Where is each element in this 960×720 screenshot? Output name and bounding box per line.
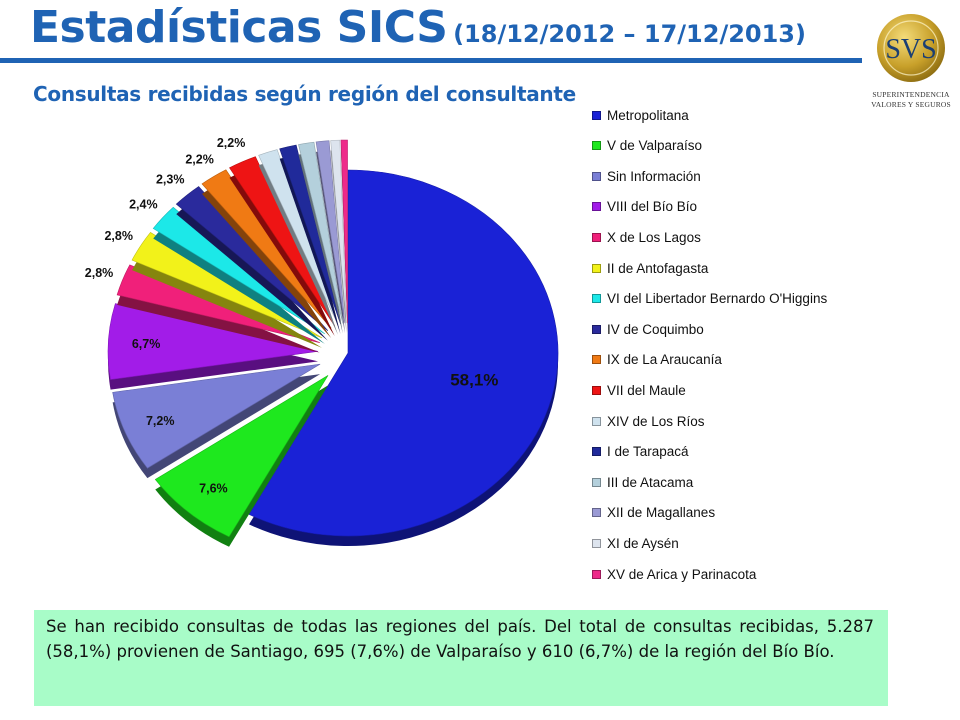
legend-label: XIV de Los Ríos [607,413,705,429]
page-title-text: Estadísticas SICS [30,2,448,53]
logo-line-1: SUPERINTENDENCIA [872,90,950,99]
legend-label: IX de La Araucanía [607,352,722,368]
legend-label: XI de Aysén [607,535,679,551]
legend-item-v-de-valparaiso: V de Valparaíso [592,136,702,156]
legend-swatch [592,355,601,365]
pie-label-iv-de-coquimbo: 2,3% [156,173,185,187]
legend-label: II de Antofagasta [607,260,709,276]
pie-slice-vii-del-maule [229,156,336,337]
pie-label-sin-informacion: 7,2% [146,414,175,428]
legend-swatch [592,141,601,151]
legend-swatch [592,416,601,426]
legend-item-viii-del-bio-bio: VIII del Bío Bío [592,197,697,217]
legend-label: I de Tarapacá [607,444,689,460]
pie-label-vii-del-maule: 2,2% [217,136,246,150]
legend-label: VIII del Bío Bío [607,199,698,215]
pie-slice-xiv-de-los-rios [258,149,339,335]
legend-item-xv-de-arica-y-parinacota: XV de Arica y Parinacota [592,564,756,584]
legend-swatch [592,232,601,242]
legend-label: XV de Arica y Parinacota [607,566,757,582]
pie-chart: 58,1%7,6%7,2%6,7%2,8%2,8%2,4%2,3%2,2%2,2… [85,136,559,547]
pie-slice-xv-de-arica-y-parinacota [340,139,348,334]
pie-label-v-de-valparaiso: 7,6% [199,481,228,495]
legend-item-vi-del-libertador-bernardo-o-higgins: VI del Libertador Bernardo O'Higgins [592,289,827,309]
legend-item-iii-de-atacama: III de Atacama [592,472,693,492]
legend-item-sin-informacion: Sin Información [592,166,701,186]
legend-label: IV de Coquimbo [607,321,704,337]
legend-swatch [592,202,601,212]
pie-label-vi-del-libertador-bernardo-o-higgins: 2,4% [129,198,158,212]
legend-item-ix-de-la-araucania: IX de La Araucanía [592,350,722,370]
summary-note-text: Se han recibido consultas de todas las r… [46,617,874,661]
svs-logo: SVS SUPERINTENDENCIA VALORES Y SEGUROS [866,10,956,110]
legend-label: Metropolitana [607,107,689,123]
logo-text: SVS [885,34,936,65]
legend-label: XII de Magallanes [607,505,716,521]
pie-slice-v-de-valparaiso [154,375,329,547]
pie-label-x-de-los-lagos: 2,8% [85,266,114,280]
legend-item-i-de-tarapaca: I de Tarapacá [592,442,689,462]
legend-item-xii-de-magallanes: XII de Magallanes [592,503,715,523]
pie-slice-iii-de-atacama [298,141,344,334]
legend-swatch [592,171,601,181]
legend-swatch [592,385,601,395]
legend-swatch [592,569,601,579]
legend-swatch [592,447,601,457]
legend-swatch [592,477,601,487]
legend-swatch [592,324,601,334]
legend-item-xi-de-aysen: XI de Aysén [592,533,679,553]
legend-item-x-de-los-lagos: X de Los Lagos [592,227,701,247]
legend-swatch [592,110,601,120]
chart-title: Consultas recibidas según región del con… [33,82,576,106]
legend-item-metropolitana: Metropolitana [592,105,689,125]
legend-swatch [592,538,601,548]
pie-label-viii-del-bio-bio: 6,7% [132,337,161,351]
legend-label: X de Los Lagos [607,229,701,245]
legend-label: Sin Información [607,168,701,184]
page-title: Estadísticas SICS (18/12/2012 – 17/12/20… [30,2,806,53]
pie-label-metropolitana: 58,1% [450,371,498,390]
summary-note: Se han recibido consultas de todas las r… [34,610,888,706]
pie-slice-xi-de-aysen [330,139,347,334]
pie-label-ix-de-la-araucania: 2,2% [185,152,214,166]
legend-item-xiv-de-los-rios: XIV de Los Ríos [592,411,705,431]
legend-label: III de Atacama [607,474,694,490]
pie-slice-viii-del-bio-bio [107,303,319,390]
legend-swatch [592,508,601,518]
pie-slice-i-de-tarapaca [279,144,341,334]
title-divider [0,58,862,63]
pie-slice-metropolitana [248,169,559,546]
legend-item-iv-de-coquimbo: IV de Coquimbo [592,319,704,339]
legend-item-vii-del-maule: VII del Maule [592,380,686,400]
page-title-date-range: (18/12/2012 – 17/12/2013) [453,20,806,48]
legend-swatch [592,294,601,304]
pie-slice-xii-de-magallanes [315,140,346,334]
pie-label-ii-de-antofagasta: 2,8% [104,229,133,243]
pie-slice-iv-de-coquimbo [175,186,329,341]
legend-label: VI del Libertador Bernardo O'Higgins [607,291,828,307]
legend-label: V de Valparaíso [607,138,703,154]
pie-slice-ix-de-la-araucania [201,169,332,339]
pie-slice-sin-informacion [112,363,321,479]
pie-labels: 58,1%7,6%7,2%6,7%2,8%2,8%2,4%2,3%2,2%2,2… [85,136,499,495]
legend-swatch [592,263,601,273]
legend-label: VII del Maule [607,382,686,398]
logo-line-2: VALORES Y SEGUROS [871,100,951,109]
pie-slices [107,139,559,547]
svs-logo-icon: SVS [877,14,945,82]
legend-item-ii-de-antofagasta: II de Antofagasta [592,258,708,278]
